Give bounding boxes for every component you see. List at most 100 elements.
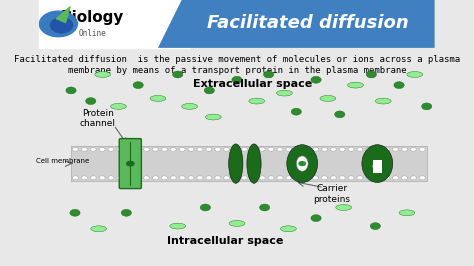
Circle shape — [304, 176, 310, 180]
Circle shape — [173, 71, 183, 78]
Ellipse shape — [182, 103, 198, 109]
Circle shape — [330, 176, 336, 180]
Circle shape — [366, 176, 372, 180]
Circle shape — [126, 161, 135, 167]
Circle shape — [90, 147, 96, 151]
Circle shape — [335, 111, 345, 118]
Circle shape — [339, 176, 345, 180]
Circle shape — [233, 147, 238, 151]
Circle shape — [401, 176, 408, 180]
Circle shape — [312, 147, 319, 151]
Circle shape — [311, 76, 321, 83]
Circle shape — [188, 176, 194, 180]
Circle shape — [70, 209, 80, 216]
Ellipse shape — [373, 162, 382, 170]
Text: Facilitated diffusion  is the passive movement of molecules or ions across a pla: Facilitated diffusion is the passive mov… — [14, 55, 460, 64]
Circle shape — [277, 176, 283, 180]
Circle shape — [295, 176, 301, 180]
Circle shape — [86, 98, 96, 105]
Text: Cell membrane: Cell membrane — [36, 158, 89, 164]
Text: Intracellular space: Intracellular space — [167, 236, 283, 246]
Text: Biology: Biology — [61, 10, 125, 25]
Ellipse shape — [276, 90, 292, 96]
Circle shape — [394, 82, 404, 89]
Circle shape — [215, 147, 221, 151]
Circle shape — [348, 176, 354, 180]
Circle shape — [179, 176, 185, 180]
Circle shape — [66, 87, 76, 94]
FancyBboxPatch shape — [119, 139, 141, 189]
Circle shape — [312, 176, 319, 180]
Circle shape — [241, 147, 247, 151]
Circle shape — [135, 147, 141, 151]
Circle shape — [348, 147, 354, 151]
Ellipse shape — [170, 223, 186, 229]
Circle shape — [311, 215, 321, 222]
Circle shape — [410, 176, 416, 180]
Circle shape — [366, 147, 372, 151]
Circle shape — [321, 176, 328, 180]
Circle shape — [421, 103, 432, 110]
Circle shape — [197, 147, 203, 151]
Circle shape — [99, 147, 105, 151]
Polygon shape — [158, 0, 435, 48]
Circle shape — [170, 147, 176, 151]
Circle shape — [82, 147, 87, 151]
Text: Protein
channel: Protein channel — [80, 109, 116, 128]
Circle shape — [215, 176, 221, 180]
Circle shape — [144, 147, 150, 151]
Circle shape — [224, 147, 229, 151]
Circle shape — [233, 176, 238, 180]
Ellipse shape — [91, 226, 107, 232]
Circle shape — [298, 161, 306, 166]
Circle shape — [73, 176, 78, 180]
Ellipse shape — [336, 205, 352, 210]
Circle shape — [224, 176, 229, 180]
Circle shape — [179, 147, 185, 151]
Bar — [39, 0, 190, 48]
Circle shape — [90, 176, 96, 180]
Circle shape — [260, 204, 270, 211]
Circle shape — [170, 176, 176, 180]
Circle shape — [259, 147, 265, 151]
Circle shape — [200, 204, 210, 211]
Circle shape — [99, 176, 105, 180]
Circle shape — [366, 71, 376, 78]
Circle shape — [126, 147, 132, 151]
Ellipse shape — [407, 72, 423, 77]
Circle shape — [384, 176, 390, 180]
Circle shape — [392, 147, 399, 151]
Circle shape — [268, 147, 274, 151]
Circle shape — [370, 223, 381, 230]
Circle shape — [121, 209, 131, 216]
Circle shape — [73, 147, 78, 151]
Polygon shape — [56, 7, 70, 23]
Ellipse shape — [249, 98, 264, 104]
Circle shape — [206, 147, 212, 151]
Circle shape — [384, 147, 390, 151]
Ellipse shape — [399, 210, 415, 216]
Circle shape — [286, 176, 292, 180]
Circle shape — [392, 176, 399, 180]
Circle shape — [126, 176, 132, 180]
Circle shape — [321, 147, 328, 151]
Bar — [71, 146, 427, 181]
Circle shape — [330, 147, 336, 151]
Bar — [373, 160, 382, 173]
Ellipse shape — [287, 145, 318, 182]
Circle shape — [162, 176, 167, 180]
Ellipse shape — [347, 82, 364, 88]
Circle shape — [188, 147, 194, 151]
Circle shape — [241, 176, 247, 180]
Ellipse shape — [228, 144, 243, 183]
Circle shape — [357, 176, 363, 180]
Circle shape — [250, 176, 256, 180]
Ellipse shape — [320, 95, 336, 101]
Ellipse shape — [150, 95, 166, 101]
Circle shape — [135, 176, 141, 180]
Circle shape — [153, 176, 158, 180]
Circle shape — [268, 176, 274, 180]
Circle shape — [375, 147, 381, 151]
Circle shape — [357, 147, 363, 151]
Circle shape — [133, 82, 143, 89]
